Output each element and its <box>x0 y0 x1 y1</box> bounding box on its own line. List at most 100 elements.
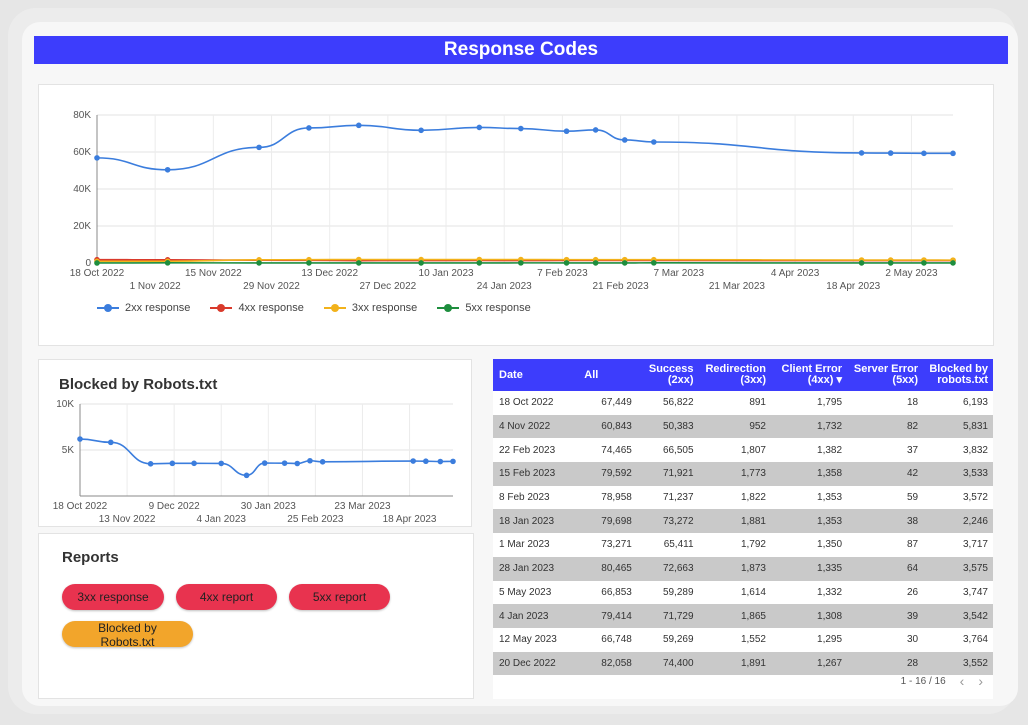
table-row[interactable]: 12 May 2023 66,748 59,269 1,552 1,295 30 3,764 <box>493 628 993 652</box>
data-point[interactable] <box>450 458 456 465</box>
data-point[interactable] <box>887 260 894 266</box>
data-point[interactable] <box>191 460 197 467</box>
table-row[interactable]: 20 Dec 2022 82,058 74,400 1,891 1,267 28 3,552 <box>493 651 993 676</box>
x-tick-label: 25 Feb 2023 <box>287 514 344 525</box>
data-point[interactable] <box>418 260 424 266</box>
legend-item[interactable]: 2xx response <box>97 302 190 314</box>
prev-page-icon[interactable]: ‹ <box>959 673 965 689</box>
table-cell: 18 Oct 2022 <box>499 397 554 409</box>
data-point[interactable] <box>476 260 483 266</box>
data-point[interactable] <box>921 260 927 266</box>
data-point[interactable] <box>94 155 100 161</box>
legend-item[interactable]: 3xx response <box>323 302 418 314</box>
data-point[interactable] <box>592 260 599 266</box>
table-row[interactable]: 4 Nov 2022 60,843 50,383 952 1,732 82 5,831 <box>493 414 993 439</box>
data-point[interactable] <box>256 260 262 266</box>
table-cell: 26 <box>906 586 919 598</box>
next-page-icon[interactable]: › <box>978 673 983 689</box>
table-cell: 73,272 <box>636 509 699 534</box>
table-row[interactable]: 1 Mar 2023 73,271 65,411 1,792 1,350 87 3,717 <box>493 533 993 557</box>
data-point[interactable] <box>256 144 262 151</box>
data-point[interactable] <box>518 260 524 266</box>
data-point[interactable] <box>306 260 312 266</box>
data-point[interactable] <box>410 458 416 464</box>
col-success[interactable]: Success (2xx) <box>636 359 699 391</box>
data-point[interactable] <box>355 260 362 266</box>
report-button-4xx[interactable]: 4xx report <box>176 584 277 610</box>
data-point[interactable] <box>921 150 927 157</box>
data-point[interactable] <box>651 139 657 145</box>
data-point[interactable] <box>261 460 268 466</box>
table-row[interactable]: 18 Oct 2022 67,449 56,822 891 1,795 18 6,193 <box>493 391 993 415</box>
table-cell: 952 <box>698 414 771 439</box>
data-point[interactable] <box>437 458 444 465</box>
table-row[interactable]: 18 Jan 2023 79,698 73,272 1,881 1,353 38 2,246 <box>493 509 993 534</box>
x-tick-label: 7 Mar 2023 <box>653 268 704 279</box>
data-point[interactable] <box>518 125 524 132</box>
col-server-error[interactable]: Server Error (5xx) <box>847 359 924 391</box>
col-client-error[interactable]: Client Error (4xx) ▾ <box>771 359 848 391</box>
table-cell: 78,958 <box>601 492 632 504</box>
table-cell: 59,289 <box>662 586 694 598</box>
legend-label: 3xx response <box>351 302 418 314</box>
series-line <box>96 124 954 171</box>
data-point[interactable] <box>621 260 628 266</box>
report-button-robots[interactable]: Blocked by Robots.txt <box>62 621 193 649</box>
data-point[interactable] <box>355 122 362 129</box>
report-button-3xx[interactable]: 3xx response <box>62 584 164 610</box>
data-point[interactable] <box>281 460 288 466</box>
data-point[interactable] <box>592 127 599 133</box>
table-cell: 5,831 <box>923 414 993 439</box>
data-point[interactable] <box>294 460 301 467</box>
legend-item[interactable]: 5xx response <box>437 302 531 314</box>
col-date[interactable]: Date <box>493 359 579 391</box>
table-cell: 66,505 <box>662 444 694 456</box>
data-point[interactable] <box>107 439 114 446</box>
table-row[interactable]: 8 Feb 2023 78,958 71,237 1,822 1,353 59 3,572 <box>493 486 993 510</box>
legend-item[interactable]: 4xx response <box>210 302 304 314</box>
robots-chart[interactable]: 5K 10K 18 Oct 2022 13 Nov 2022 9 Dec 2022 4 J… <box>39 360 471 526</box>
table-cell: 1,358 <box>771 462 848 486</box>
table-cell: 1,792 <box>740 539 766 551</box>
table-row[interactable]: 4 Jan 2023 79,414 71,729 1,865 1,308 39 3,542 <box>493 604 993 628</box>
table-cell: 1,891 <box>698 651 771 676</box>
col-all[interactable]: All <box>578 359 637 391</box>
data-point[interactable] <box>887 150 894 156</box>
data-point[interactable] <box>164 166 171 173</box>
table-row[interactable]: 28 Jan 2023 80,465 72,663 1,873 1,335 64 3,575 <box>493 556 993 581</box>
data-point[interactable] <box>218 460 225 467</box>
response-codes-table: Date All Success (2xx) Redirection (3xx)… <box>493 359 993 699</box>
table-row[interactable]: 15 Feb 2023 79,592 71,921 1,773 1,358 42 3,533 <box>493 462 993 486</box>
table-cell: 18 Jan 2023 <box>493 509 579 534</box>
data-point[interactable] <box>858 150 865 156</box>
table-row[interactable]: 5 May 2023 66,853 59,289 1,614 1,332 26 3,747 <box>493 581 993 605</box>
data-point[interactable] <box>950 150 956 157</box>
col-redirection[interactable]: Redirection (3xx) <box>698 359 771 391</box>
data-point[interactable] <box>307 457 313 464</box>
data-point[interactable] <box>169 460 176 467</box>
data-point[interactable] <box>621 137 628 143</box>
table-cell: 1,865 <box>698 604 771 628</box>
report-button-5xx[interactable]: 5xx report <box>289 584 390 610</box>
table-row[interactable]: 22 Feb 2023 74,465 66,505 1,807 1,382 37 3,832 <box>493 438 993 462</box>
col-blocked[interactable]: Blocked by robots.txt <box>923 359 993 391</box>
data-point[interactable] <box>306 125 312 131</box>
data-point[interactable] <box>563 128 570 135</box>
data-point[interactable] <box>563 260 570 266</box>
table-cell: 3,717 <box>962 539 988 551</box>
data-point[interactable] <box>319 459 326 465</box>
data-point[interactable] <box>164 260 171 266</box>
data-point[interactable] <box>651 260 657 266</box>
data-point[interactable] <box>476 124 483 131</box>
data-point[interactable] <box>147 461 154 467</box>
table-header-row: Date All Success (2xx) Redirection (3xx)… <box>493 359 993 391</box>
data-point[interactable] <box>77 436 83 442</box>
page-title: Response Codes <box>34 36 1008 64</box>
data-point[interactable] <box>950 260 956 266</box>
data-point[interactable] <box>94 260 100 266</box>
data-point[interactable] <box>858 260 865 266</box>
data-point[interactable] <box>243 472 250 479</box>
data-point[interactable] <box>423 458 429 465</box>
data-point[interactable] <box>418 127 424 134</box>
